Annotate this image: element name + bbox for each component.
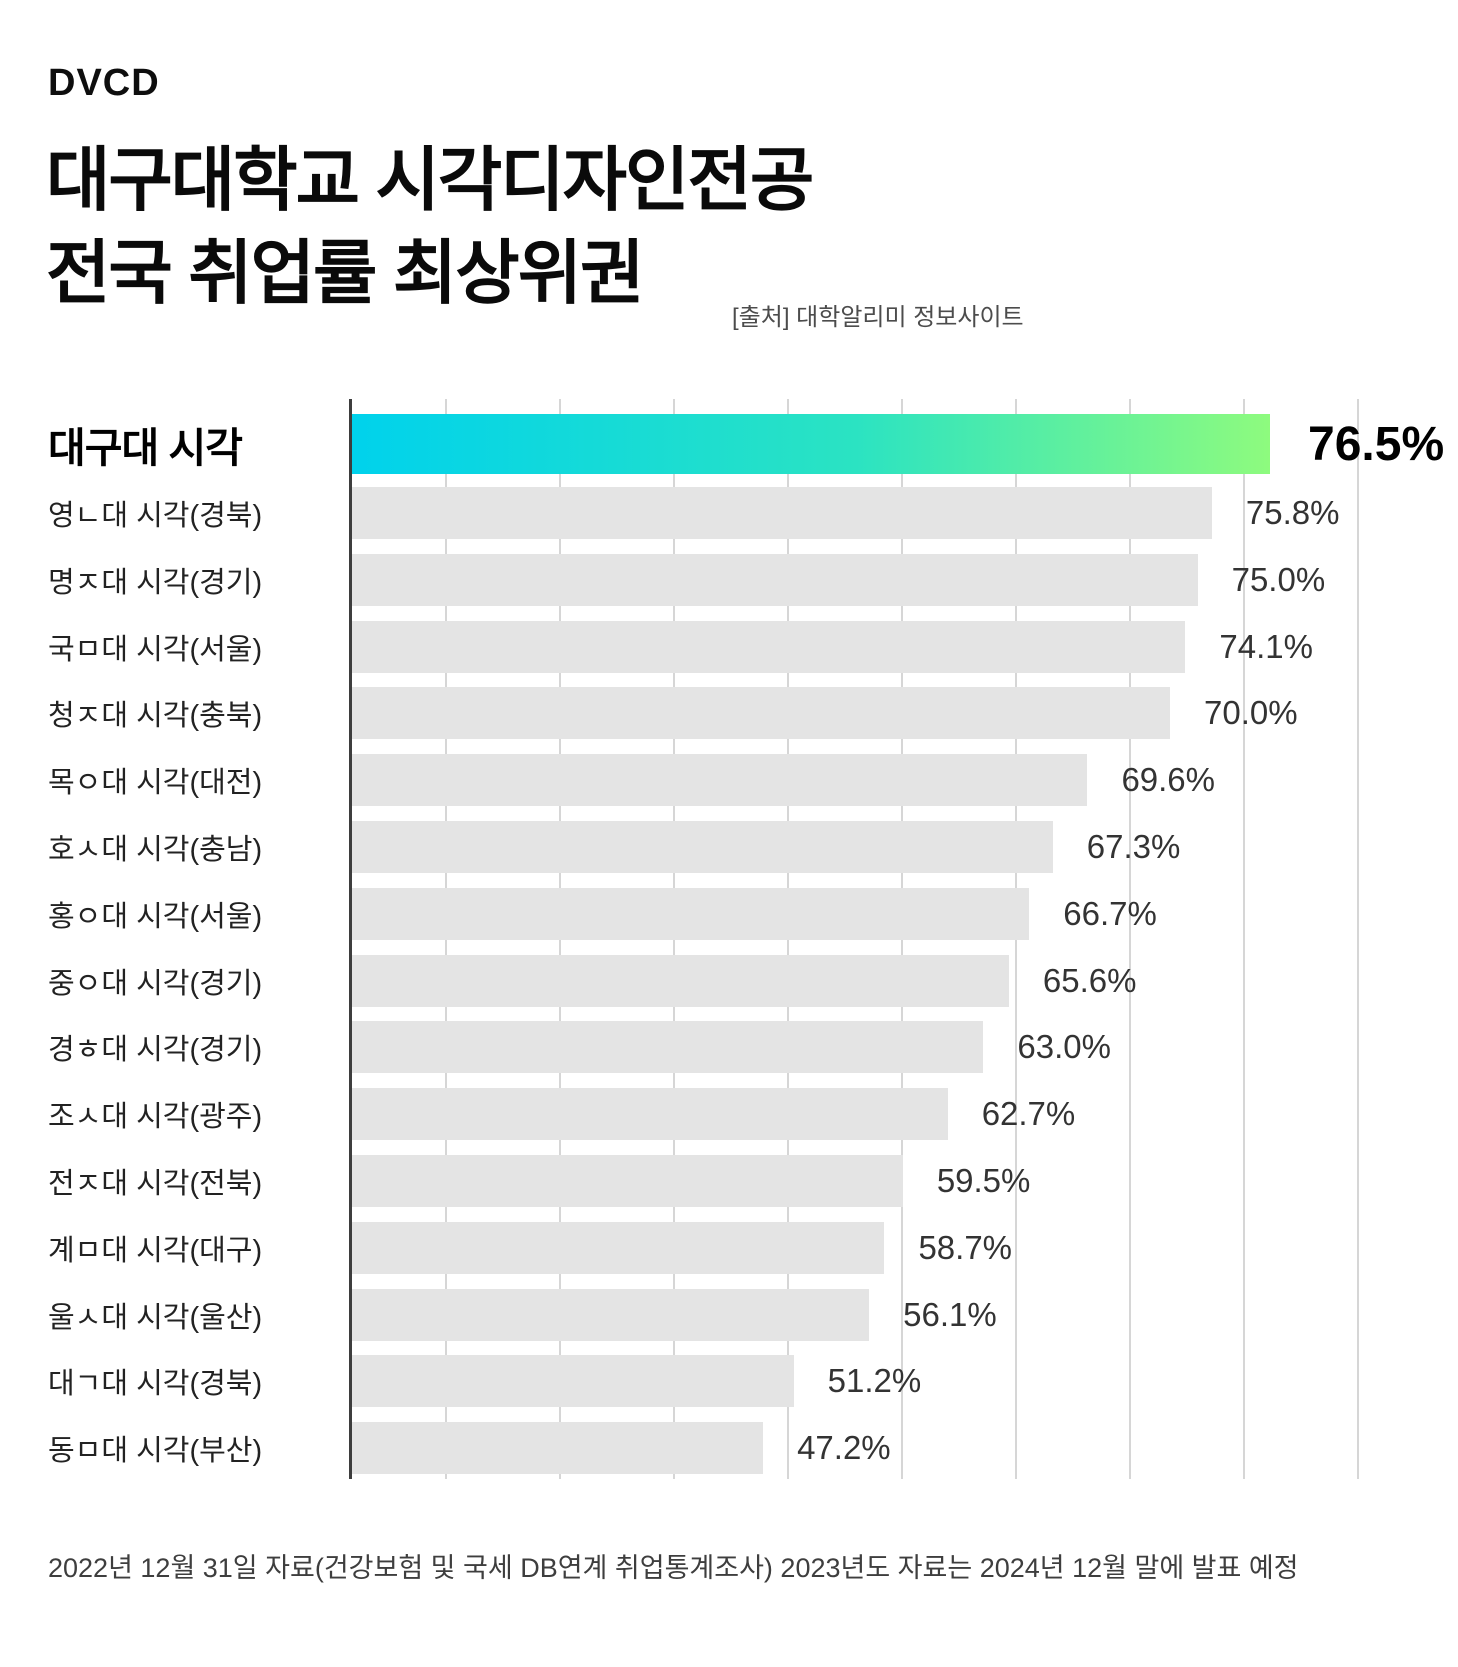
bar [351, 1221, 885, 1274]
bar-category-label: 계ㅁ대 시각(대구) [48, 1234, 263, 1267]
bar [351, 887, 1030, 940]
bar [351, 620, 1186, 673]
bar-row: 경ㅎ대 시각(경기) 63.0% [48, 1021, 1371, 1074]
y-axis-line [349, 399, 352, 1479]
bar-row: 명ㅈ대 시각(경기) 75.0% [48, 553, 1371, 606]
bar-category-label: 대ㄱ대 시각(경북) [48, 1368, 263, 1401]
bar-value-label: 56.1% [903, 1295, 997, 1333]
bar [351, 1021, 984, 1074]
bar-value-label: 51.2% [827, 1362, 922, 1400]
bar-value-label: 59.5% [936, 1162, 1031, 1199]
bar-row: 청ㅈ대 시각(충북) 70.0% [48, 687, 1371, 740]
bar-row: 계ㅁ대 시각(대구) 58.7% [48, 1221, 1371, 1274]
bar-value-label: 47.2% [797, 1429, 891, 1467]
bar-row: 국ㅁ대 시각(서울) 74.1% [48, 620, 1371, 673]
bar-category-label: 조ㅅ대 시각(광주) [48, 1101, 263, 1134]
bar [351, 487, 1212, 539]
brand-logo: DVCD [48, 62, 160, 104]
bar-value-label: 63.0% [1017, 1028, 1111, 1066]
bar [351, 1288, 870, 1341]
bar-row: 조ㅅ대 시각(광주) 62.7% [48, 1088, 1371, 1141]
bar-category-label: 홍ㅇ대 시각(서울) [48, 900, 263, 933]
bar [351, 821, 1053, 873]
bar-row: 영ㄴ대 시각(경북) 75.8% [48, 487, 1371, 539]
page-title-line2: 전국 취업률 최상위권 [46, 234, 645, 312]
bar-category-label: 전ㅈ대 시각(전북) [48, 1168, 263, 1200]
bar [351, 1088, 948, 1141]
plot-area: 대구대 시각 76.5% 영ㄴ대 시각(경북) 75.8% 명ㅈ대 시각(경기)… [48, 399, 1444, 1479]
source-credit: [출처] 대학알리미 정보사이트 [732, 304, 1024, 331]
bar [351, 1155, 903, 1207]
footnote: 2022년 12월 31일 자료(건강보험 및 국세 DB연계 취업통계조사) … [48, 1553, 1299, 1583]
bar-category-label: 호ㅅ대 시각(충남) [48, 834, 263, 866]
gridline [1243, 399, 1245, 1479]
bar-value-label: 75.0% [1231, 560, 1326, 598]
bar-row: 대구대 시각 76.5% [48, 414, 1444, 474]
bar-row: 목ㅇ대 시각(대전) 69.6% [48, 754, 1371, 807]
bar-category-label: 청ㅈ대 시각(충북) [48, 700, 263, 733]
bar-row: 중ㅇ대 시각(경기) 65.6% [48, 954, 1371, 1007]
bar-category-label: 목ㅇ대 시각(대전) [48, 767, 263, 800]
bar-category-label: 경ㅎ대 시각(경기) [48, 1034, 263, 1067]
gridline [1357, 399, 1359, 1479]
bar-value-label: 65.6% [1042, 961, 1137, 999]
bar-value-label: 70.0% [1204, 694, 1298, 732]
bar-row: 동ㅁ대 시각(부산) 47.2% [48, 1422, 1371, 1475]
bar-row: 전ㅈ대 시각(전북) 59.5% [48, 1155, 1371, 1207]
bar-row: 대ㄱ대 시각(경북) 51.2% [48, 1355, 1371, 1408]
bar-value-label: 66.7% [1063, 894, 1157, 932]
bar [351, 754, 1088, 807]
page-title-line1: 대구대학교 시각디자인전공 [46, 141, 814, 219]
bar-category-label: 국ㅁ대 시각(서울) [48, 633, 263, 666]
bar-category-label: 울ㅅ대 시각(울산) [48, 1301, 263, 1334]
bar [351, 414, 1271, 474]
bar-category-label: 명ㅈ대 시각(경기) [48, 566, 263, 599]
bar-row: 홍ㅇ대 시각(서울) 66.7% [48, 887, 1371, 940]
bar [351, 687, 1171, 740]
bar-category-label: 동ㅁ대 시각(부산) [48, 1435, 263, 1468]
bar-value-label: 67.3% [1086, 828, 1181, 865]
bar [351, 1355, 794, 1408]
bar-value-label: 69.6% [1121, 761, 1216, 799]
bar-value-label: 75.8% [1245, 494, 1340, 531]
gridline [1129, 399, 1131, 1479]
bar-category-label: 대구대 시각 [48, 425, 243, 471]
bar-value-label: 58.7% [918, 1228, 1013, 1266]
bar-category-label: 중ㅇ대 시각(경기) [48, 967, 263, 1000]
bar-value-label: 74.1% [1219, 627, 1313, 665]
bar-row: 호ㅅ대 시각(충남) 67.3% [48, 821, 1371, 873]
bar-value-label: 76.5% [1308, 417, 1445, 471]
bar [351, 954, 1009, 1007]
bar [351, 553, 1198, 606]
bar-category-label: 영ㄴ대 시각(경북) [48, 500, 263, 532]
bar-value-label: 62.7% [981, 1095, 1076, 1133]
page-title: 대구대학교 시각디자인전공 전국 취업률 최상위권 [46, 134, 814, 320]
bar [351, 1422, 764, 1475]
bar-row: 울ㅅ대 시각(울산) 56.1% [48, 1288, 1371, 1341]
